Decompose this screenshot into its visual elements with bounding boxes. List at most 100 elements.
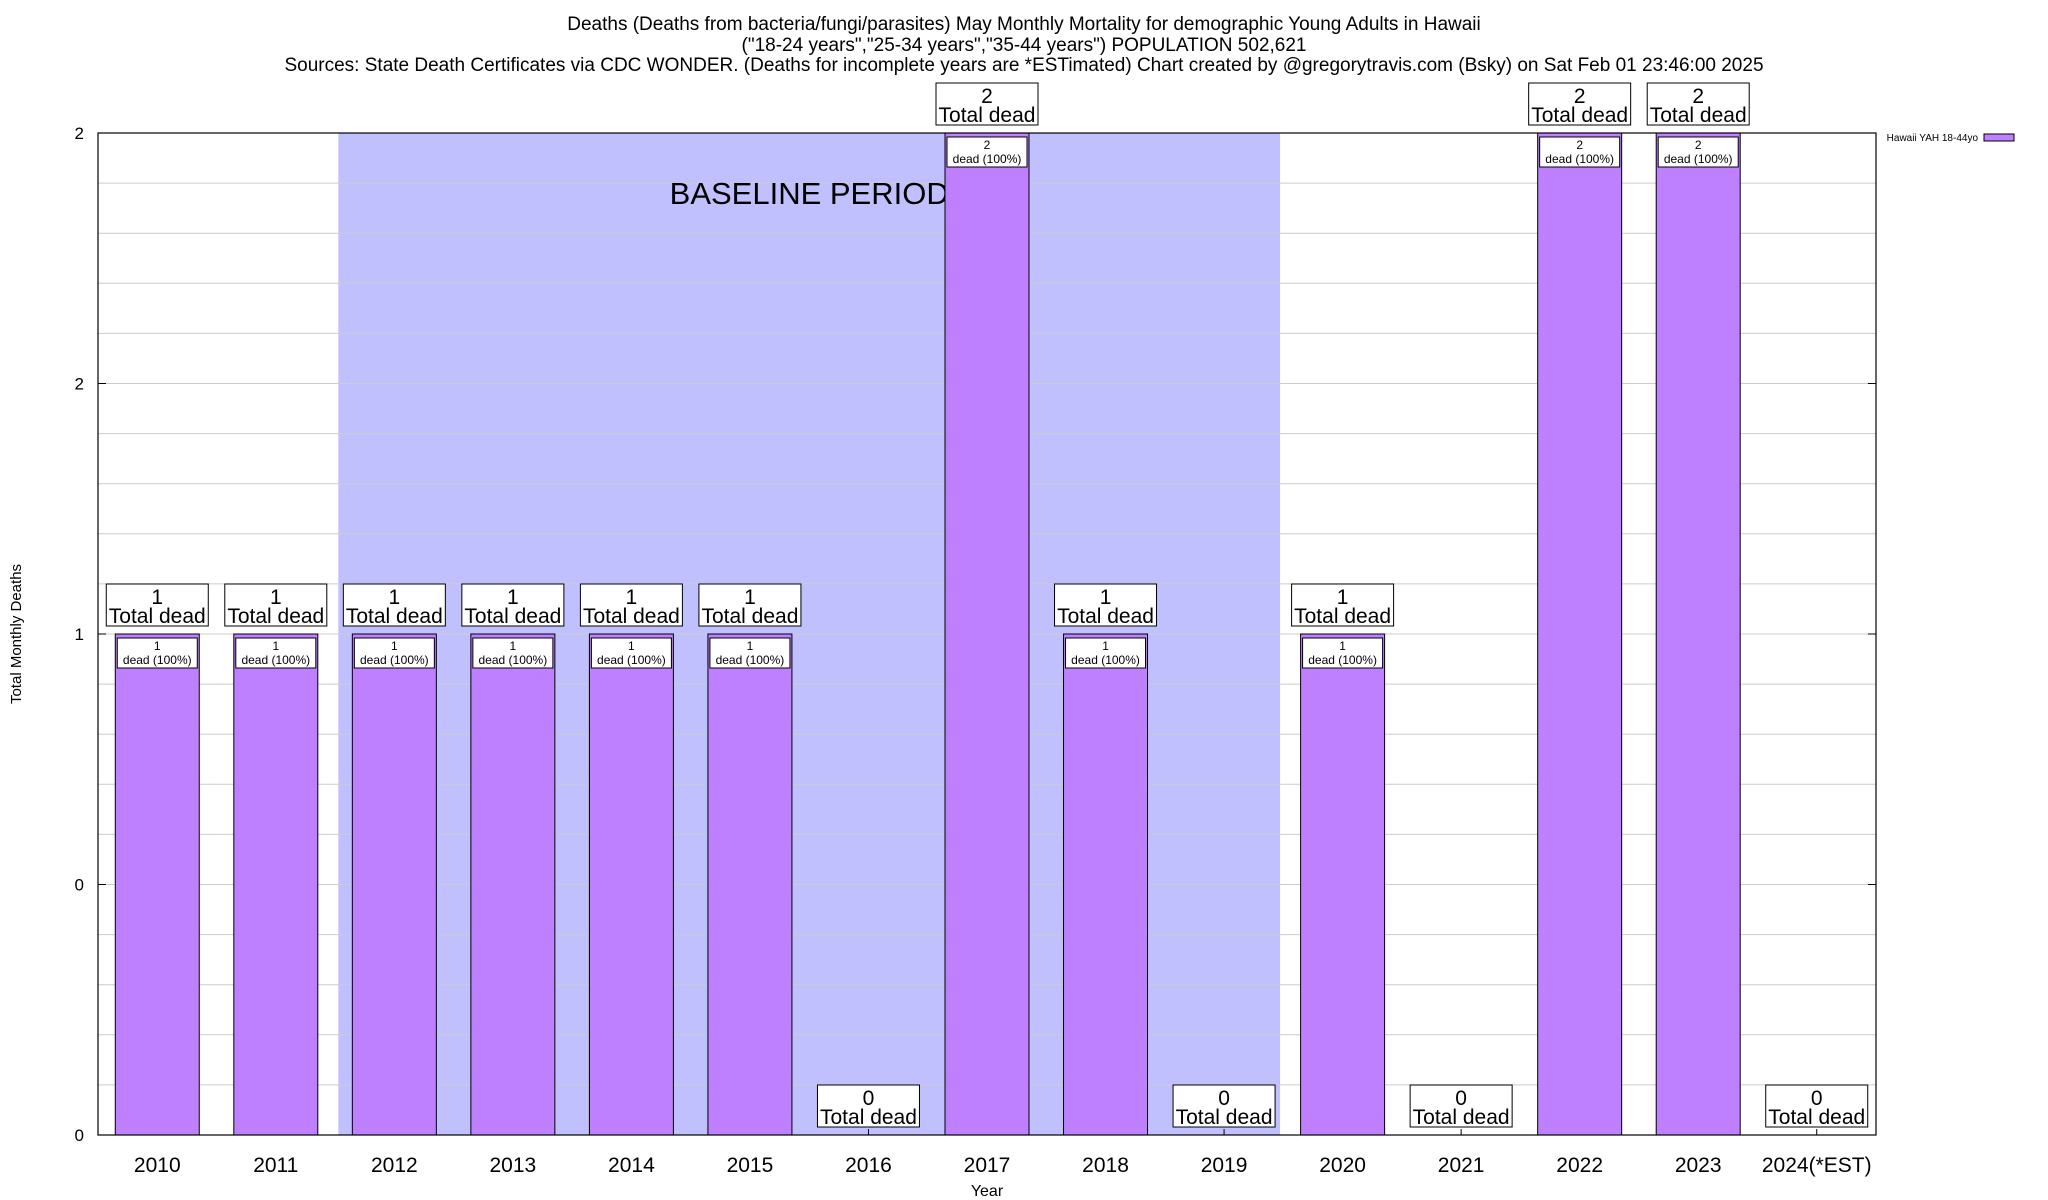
- bar-inner-percent-label: dead (100%): [1545, 152, 1614, 166]
- x-axis-label: Year: [971, 1183, 1004, 1200]
- bar-inner-value-label: 1: [391, 639, 398, 653]
- bar-total-value-label: 2: [1574, 85, 1586, 108]
- bar: [1300, 633, 1386, 1136]
- bar-inner-label-box: [1065, 637, 1147, 669]
- bar-inner-percent-label: dead (100%): [716, 653, 785, 667]
- bar-inner-percent-label: dead (100%): [953, 152, 1022, 166]
- bar-total-value-label: 0: [863, 1087, 875, 1110]
- bar-total-label-box: [816, 1084, 920, 1128]
- bar-inner-label-box: [1657, 136, 1739, 168]
- bar-inner-percent-label: dead (100%): [1071, 653, 1140, 667]
- chart-title-line-2: ("18-24 years","25-34 years","35-44 year…: [741, 35, 1307, 56]
- bar-total-value-label: 0: [1455, 1087, 1467, 1110]
- x-tick-label: 2017: [964, 1154, 1011, 1177]
- bar: [1063, 633, 1149, 1136]
- x-tick-label: 2020: [1319, 1154, 1366, 1177]
- bar-inner-percent-label: dead (100%): [1308, 653, 1377, 667]
- bar-inner-label-box: [116, 637, 198, 669]
- bar-total-label-box: [1409, 1084, 1513, 1128]
- bar-inner-percent-label: dead (100%): [597, 653, 666, 667]
- chart-title-line-3: Sources: State Death Certificates via CD…: [284, 55, 1764, 76]
- bar-total-value-label: 0: [1811, 1087, 1823, 1110]
- bar-inner-percent-label: dead (100%): [360, 653, 429, 667]
- bar: [588, 633, 674, 1136]
- chart-title-line-1: Deaths (Deaths from bacteria/fungi/paras…: [567, 14, 1481, 35]
- bar-total-text-label: Total dead: [820, 1106, 917, 1129]
- bar-total-text-label: Total dead: [346, 605, 443, 628]
- bar-total-label-box: [224, 583, 328, 627]
- bar-total-text-label: Total dead: [227, 605, 324, 628]
- bar-inner-label-box: [590, 637, 672, 669]
- bar-inner-value-label: 2: [1576, 138, 1583, 152]
- bar-total-value-label: 1: [1100, 586, 1112, 609]
- bar-inner-value-label: 1: [1102, 639, 1109, 653]
- bar-total-text-label: Total dead: [1294, 605, 1391, 628]
- bar-inner-value-label: 1: [272, 639, 279, 653]
- bar: [470, 633, 556, 1136]
- bar-inner-percent-label: dead (100%): [479, 653, 548, 667]
- bar-total-text-label: Total dead: [583, 605, 680, 628]
- x-tick-label: 2014: [608, 1154, 655, 1177]
- bar-inner-label-box: [709, 637, 791, 669]
- bar-total-label-box: [342, 583, 446, 627]
- bar-inner-label-box: [1302, 637, 1384, 669]
- bar: [1655, 132, 1741, 1136]
- bar-total-text-label: Total dead: [939, 104, 1036, 127]
- bar-inner-label-box: [235, 637, 317, 669]
- bar-total-label-box: [935, 82, 1039, 126]
- y-tick-label: 2: [75, 124, 84, 143]
- bar-total-text-label: Total dead: [109, 605, 206, 628]
- bar-total-value-label: 1: [388, 586, 400, 609]
- bar-inner-label-box: [1539, 136, 1621, 168]
- x-tick-label: 2018: [1082, 1154, 1129, 1177]
- bar-total-text-label: Total dead: [1650, 104, 1747, 127]
- bar: [707, 633, 793, 1136]
- bar-inner-value-label: 1: [510, 639, 517, 653]
- bar-total-value-label: 1: [744, 586, 756, 609]
- bar-total-label-box: [461, 583, 565, 627]
- bar-total-text-label: Total dead: [1413, 1106, 1510, 1129]
- bar: [944, 132, 1030, 1136]
- bar-total-value-label: 0: [1218, 1087, 1230, 1110]
- bar-total-value-label: 1: [626, 586, 638, 609]
- x-tick-label: 2016: [845, 1154, 892, 1177]
- bar-total-label-box: [105, 583, 209, 627]
- legend-label: Hawaii YAH 18-44yo: [1887, 133, 1979, 144]
- bar-total-text-label: Total dead: [464, 605, 561, 628]
- bar: [1537, 132, 1623, 1136]
- bar-inner-label-box: [946, 136, 1028, 168]
- x-tick-label: 2021: [1438, 1154, 1485, 1177]
- x-tick-label: 2012: [371, 1154, 418, 1177]
- bar-inner-value-label: 2: [984, 138, 991, 152]
- bar: [351, 633, 437, 1136]
- bar-total-value-label: 1: [270, 586, 282, 609]
- bar-inner-value-label: 1: [747, 639, 754, 653]
- y-tick-label: 1: [75, 625, 84, 644]
- bar-inner-label-box: [353, 637, 435, 669]
- bar-total-text-label: Total dead: [1531, 104, 1628, 127]
- bar-inner-label-box: [472, 637, 554, 669]
- bar-total-label-box: [1054, 583, 1158, 627]
- y-tick-label: 2: [75, 375, 84, 394]
- bar-inner-value-label: 1: [154, 639, 161, 653]
- bar-total-value-label: 1: [151, 586, 163, 609]
- y-tick-label: 0: [75, 1126, 84, 1145]
- bar-total-label-box: [698, 583, 802, 627]
- bar-inner-value-label: 1: [1339, 639, 1346, 653]
- x-tick-label: 2024(*EST): [1762, 1154, 1872, 1177]
- x-tick-label: 2013: [490, 1154, 537, 1177]
- bar-total-text-label: Total dead: [701, 605, 798, 628]
- x-tick-label: 2022: [1556, 1154, 1603, 1177]
- bar-total-value-label: 2: [1692, 85, 1704, 108]
- bar: [233, 633, 319, 1136]
- x-tick-label: 2019: [1201, 1154, 1248, 1177]
- bar-total-value-label: 2: [981, 85, 993, 108]
- bar-total-text-label: Total dead: [1057, 605, 1154, 628]
- bar-total-text-label: Total dead: [1176, 1106, 1273, 1129]
- x-tick-label: 2023: [1675, 1154, 1722, 1177]
- bar-total-value-label: 1: [507, 586, 519, 609]
- bar-total-text-label: Total dead: [1768, 1106, 1865, 1129]
- bar-total-label-box: [1291, 583, 1395, 627]
- bar-total-label-box: [1528, 82, 1632, 126]
